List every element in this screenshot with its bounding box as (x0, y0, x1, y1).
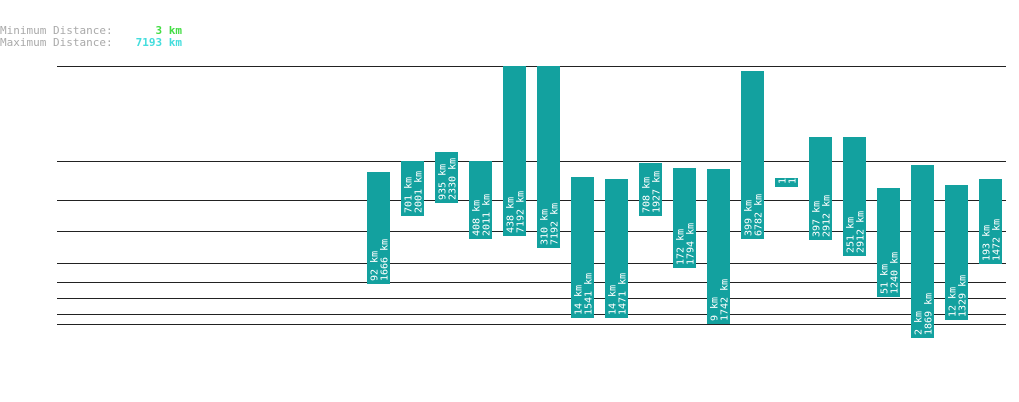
distance-bar-group: 708 km 1927 km (639, 163, 663, 216)
distance-bar (503, 66, 526, 236)
distance-bar-group: 408 km 2011 km (469, 161, 493, 239)
distance-bar (945, 185, 968, 320)
bar-low-label: 9 km (710, 297, 721, 321)
bar-high-label: 1742 km (720, 279, 731, 321)
distance-bar-group: 935 km 2330 km (435, 152, 459, 203)
max-distance-value: 7193 km (135, 36, 182, 49)
bar-low-label: 701 km (404, 177, 415, 213)
bar-high-label: 1329 km (958, 275, 969, 317)
distance-bar-group: 14 km 1541 km (571, 177, 595, 318)
bar-low-label: 14 km (574, 285, 585, 315)
distance-bar-group: 193 km 1472 km (979, 179, 1003, 264)
bar-high-label: 1541 km (584, 273, 595, 315)
bar-low-label: 1 (778, 178, 789, 184)
max-distance-label: Maximum Distance: (0, 36, 113, 49)
distance-bar (877, 188, 900, 297)
bar-low-label: 397 km (812, 201, 823, 237)
bar-high-label: 1927 km (652, 171, 663, 213)
distance-bar-group: 399 km 6782 km (741, 71, 765, 239)
bar-high-label: 2912 km (822, 195, 833, 237)
distance-bar (435, 152, 458, 203)
bar-low-label: 935 km (438, 164, 449, 200)
distance-bar (537, 66, 560, 248)
bar-high-label: 1472 km (992, 219, 1003, 261)
distance-bar-group: 14 km 1471 km (605, 179, 629, 318)
distance-bar (741, 71, 764, 239)
bar-low-label: 92 km (370, 251, 381, 281)
bar-high-label: 1 (788, 178, 799, 184)
distance-bar-group: 701 km 2001 km (401, 161, 425, 216)
distance-bar-group: 92 km 1666 km (367, 172, 391, 284)
bar-low-label: 408 km (472, 200, 483, 236)
distance-bar-group: 172 km 1794 km (673, 168, 697, 268)
distance-bar (367, 172, 390, 284)
bar-low-label: 251 km (846, 217, 857, 253)
min-distance-value: 3 km (155, 24, 183, 37)
distance-bar-group: 9 km 1742 km (707, 169, 731, 324)
bar-high-label: 2912 km (856, 211, 867, 253)
distance-bar-group: 310 km 7192 km (537, 66, 561, 248)
distance-bar-group: 51 km 1240 km (877, 188, 901, 297)
distance-bar (707, 169, 730, 324)
distance-bar-group: 12 km 1329 km (945, 185, 969, 320)
distance-bar (673, 168, 696, 268)
distance-bar (571, 177, 594, 318)
bar-low-label: 438 km (506, 197, 517, 233)
bar-low-label: 310 km (540, 209, 551, 245)
bar-low-label: 399 km (744, 200, 755, 236)
legend-min-row: Minimum Distance: 3 km (0, 25, 182, 37)
bar-high-label: 2011 km (482, 194, 493, 236)
bar-high-label: 7192 km (550, 203, 561, 245)
legend: Minimum Distance: 3 km Maximum Distance: 7… (0, 25, 182, 49)
distance-bar (911, 165, 934, 338)
distance-bar (469, 161, 492, 239)
bar-high-label: 2001 km (414, 171, 425, 213)
distance-bar (809, 137, 832, 240)
bar-low-label: 2 km (914, 311, 925, 335)
bar-low-label: 172 km (676, 229, 687, 265)
distance-bar-group: 2 km 1869 km (911, 165, 935, 338)
distance-bar-group: 438 km 7192 km (503, 66, 527, 236)
distance-bar (605, 179, 628, 318)
distance-bar-group: 397 km 2912 km (809, 137, 833, 240)
bar-high-label: 1869 km (924, 293, 935, 335)
bar-high-label: 1794 km (686, 223, 697, 265)
distance-bar (639, 163, 662, 216)
bar-low-label: 193 km (982, 225, 993, 261)
distance-bar (979, 179, 1002, 264)
legend-max-row: Maximum Distance: 7193 km (0, 37, 182, 49)
bar-low-label: 708 km (642, 177, 653, 213)
distance-bar-group: 251 km 2912 km (843, 137, 867, 256)
distance-bar (775, 178, 798, 187)
bar-high-label: 1666 km (380, 239, 391, 281)
bar-low-label: 14 km (608, 285, 619, 315)
distance-bar (401, 161, 424, 216)
bar-high-label: 7192 km (516, 191, 527, 233)
bar-high-label: 2330 km (448, 158, 459, 200)
bar-high-label: 6782 km (754, 194, 765, 236)
min-distance-label: Minimum Distance: (0, 24, 113, 37)
bar-low-label: 12 km (948, 287, 959, 317)
bar-high-label: 1240 km (890, 252, 901, 294)
distance-bar (843, 137, 866, 256)
bar-high-label: 1471 km (618, 273, 629, 315)
bar-low-label: 51 km (880, 264, 891, 294)
